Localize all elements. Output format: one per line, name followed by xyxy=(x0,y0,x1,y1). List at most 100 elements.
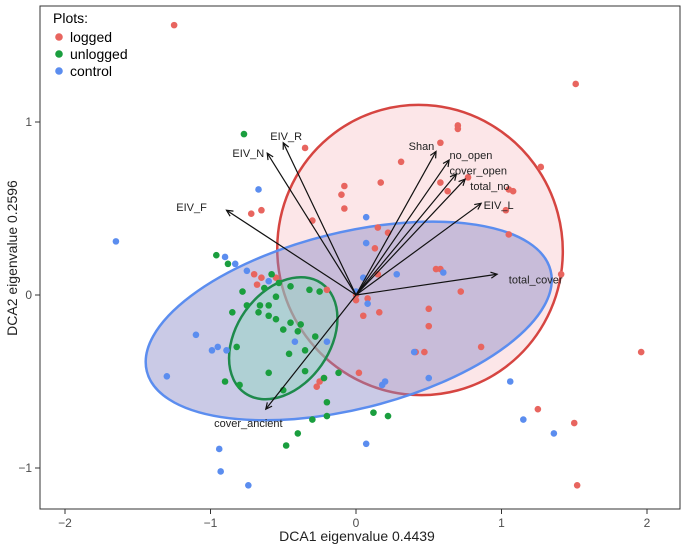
vector-arrowhead-EIV_F xyxy=(225,209,234,217)
point-unlogged xyxy=(236,381,243,389)
point-logged xyxy=(377,179,385,186)
vector-label-cover_ancient: cover_ancient xyxy=(214,418,283,430)
point-unlogged xyxy=(285,350,293,358)
vector-line-EIV_R xyxy=(282,142,357,296)
point-control xyxy=(215,445,223,453)
point-control xyxy=(440,269,447,276)
point-unlogged xyxy=(320,374,328,382)
point-logged xyxy=(323,286,331,294)
legend-label-unlogged: unlogged xyxy=(70,46,128,62)
vector-label-cover_open: cover_open xyxy=(449,165,507,177)
point-unlogged xyxy=(243,302,251,309)
point-unlogged xyxy=(239,288,246,295)
point-logged xyxy=(371,244,379,252)
point-logged xyxy=(374,270,382,278)
legend-swatch-unlogged xyxy=(55,50,63,58)
point-control xyxy=(217,468,224,475)
point-logged xyxy=(437,139,444,147)
point-logged xyxy=(338,191,345,198)
point-logged xyxy=(301,144,309,152)
x-tick-label: 1 xyxy=(498,516,505,530)
point-logged xyxy=(425,322,433,330)
vector-line-total_no xyxy=(355,178,466,296)
point-unlogged xyxy=(294,328,302,335)
point-unlogged xyxy=(316,288,323,295)
point-logged xyxy=(375,309,383,316)
vector-arrowhead-total_cover xyxy=(490,271,499,279)
vector-arrowhead-EIV_N xyxy=(266,151,274,161)
x-tick-label: 2 xyxy=(644,516,651,530)
point-control xyxy=(410,348,418,356)
point-control xyxy=(223,347,230,354)
point-control xyxy=(255,186,262,193)
point-logged xyxy=(397,158,405,166)
point-control xyxy=(381,378,389,385)
point-unlogged xyxy=(301,367,309,375)
point-unlogged xyxy=(335,369,342,377)
plot-panel-border xyxy=(39,5,681,510)
vector-arrowhead-cover_ancient xyxy=(264,402,273,411)
point-unlogged xyxy=(265,369,273,377)
point-logged xyxy=(557,270,565,278)
point-logged xyxy=(364,295,371,302)
point-logged xyxy=(570,419,578,427)
environment-vectors: EIV_R EIV_N EIV_F Shan no_open cover_opentota… xyxy=(176,131,563,430)
point-control xyxy=(214,343,222,351)
point-control xyxy=(112,238,120,245)
point-logged xyxy=(258,274,265,282)
point-unlogged xyxy=(370,409,377,416)
point-unlogged xyxy=(265,312,273,320)
point-control xyxy=(291,338,299,346)
point-unlogged xyxy=(221,378,229,385)
vector-label-EIV_N: EIV_N xyxy=(232,148,264,160)
point-unlogged xyxy=(294,430,302,437)
vector-line-EIV_F xyxy=(226,209,357,296)
point-control xyxy=(425,374,433,382)
legend-swatch-control xyxy=(55,67,63,75)
point-logged xyxy=(250,270,258,278)
x-axis-title: DCA1 eigenvalue 0.4439 xyxy=(279,528,435,544)
point-unlogged xyxy=(275,279,283,287)
legend-label-control: control xyxy=(70,63,112,79)
point-logged xyxy=(457,288,465,295)
vector-line-cover_ancient xyxy=(265,294,357,410)
point-logged xyxy=(444,187,451,195)
vector-label-total_cover: total_cover xyxy=(509,274,563,286)
point-unlogged xyxy=(261,284,268,292)
point-logged xyxy=(258,206,265,214)
point-control xyxy=(231,260,239,268)
point-unlogged xyxy=(233,343,240,351)
legend-label-logged: logged xyxy=(70,29,112,45)
point-logged xyxy=(247,210,255,217)
vector-line-cover_open xyxy=(355,173,457,296)
point-unlogged xyxy=(297,321,305,328)
point-logged xyxy=(425,305,433,313)
point-logged xyxy=(421,348,428,356)
point-logged xyxy=(573,482,581,489)
vector-arrowhead-Shan xyxy=(429,150,437,159)
axes: −2 −1 0 1 2 −1 0 1 xyxy=(18,115,650,530)
point-unlogged xyxy=(265,302,273,309)
data-points xyxy=(112,21,645,489)
point-unlogged xyxy=(323,398,331,406)
point-logged xyxy=(537,163,545,171)
point-logged xyxy=(170,21,178,29)
point-control xyxy=(163,373,171,380)
vector-label-EIV_F: EIV_F xyxy=(176,202,207,214)
point-control xyxy=(362,213,370,221)
vector-arrowhead-EIV_L xyxy=(474,202,483,210)
point-unlogged xyxy=(309,416,316,423)
x-tick-label: 0 xyxy=(353,516,360,530)
point-unlogged xyxy=(240,130,248,138)
point-control xyxy=(364,300,371,307)
y-tick-label: 1 xyxy=(25,115,32,129)
vector-line-EIV_N xyxy=(266,152,357,296)
point-unlogged xyxy=(213,251,220,259)
point-logged xyxy=(477,343,485,351)
point-unlogged xyxy=(272,315,280,323)
point-control xyxy=(520,416,527,423)
point-control xyxy=(393,270,401,278)
vector-label-total_no: total_no xyxy=(470,181,509,193)
point-logged xyxy=(502,206,510,214)
